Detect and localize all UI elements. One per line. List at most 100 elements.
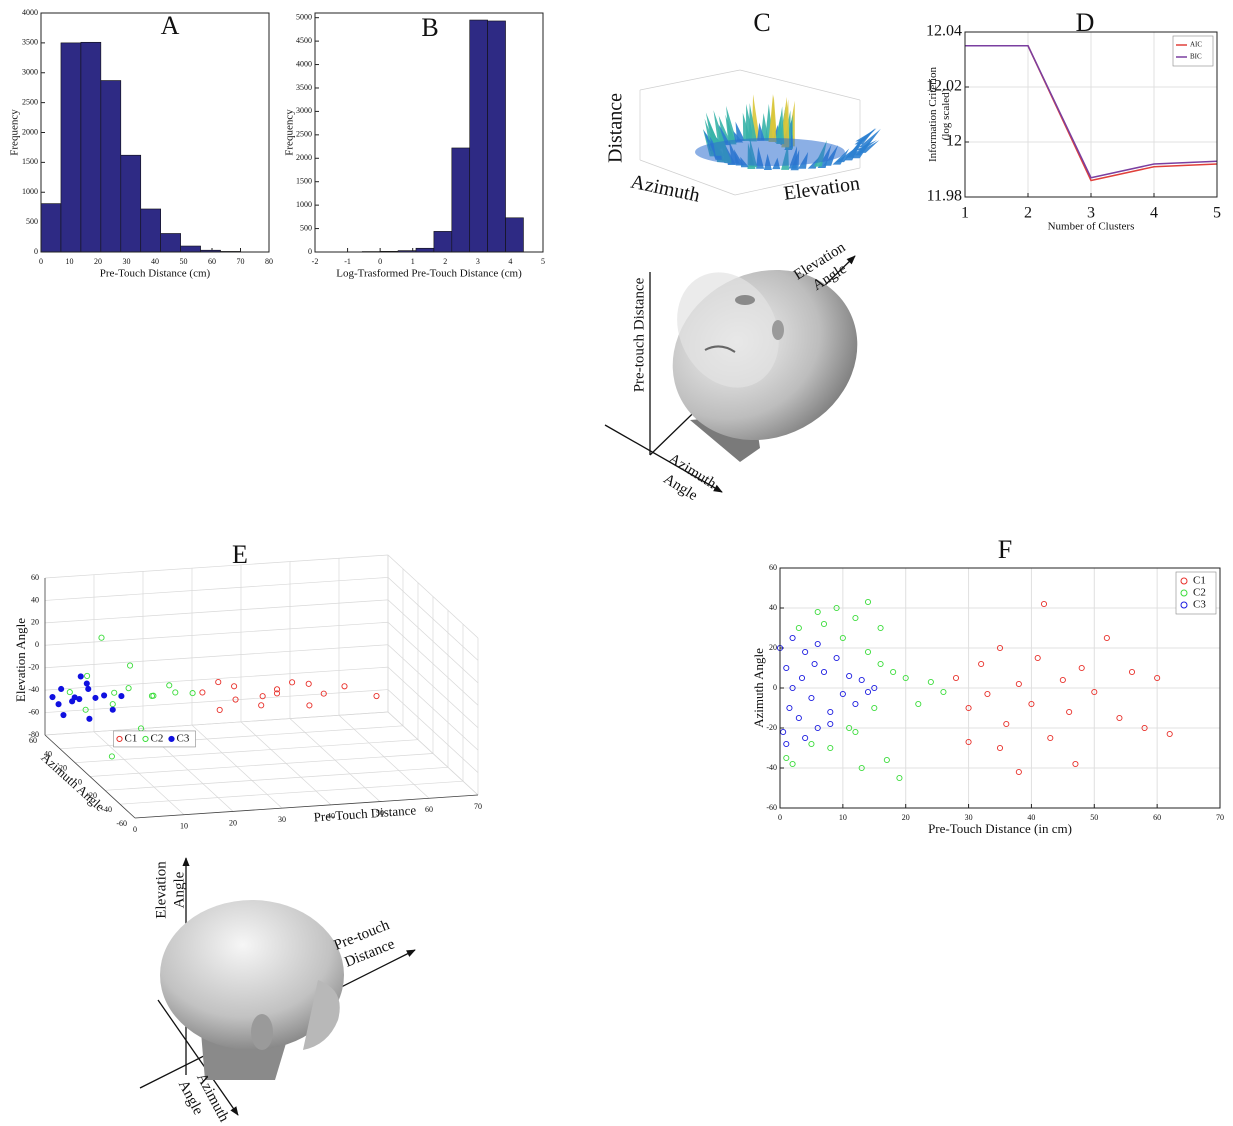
axis-arrow xyxy=(157,999,239,1116)
grid-line xyxy=(59,725,404,750)
legend-label: AIC xyxy=(1190,41,1202,49)
histogram-bar xyxy=(469,19,488,253)
surface-axis xyxy=(639,159,736,196)
panel-title: B xyxy=(421,13,438,42)
y-tick-label: 1000 xyxy=(296,200,312,209)
legend-label: C1 xyxy=(125,732,138,744)
x-tick-label: 30 xyxy=(123,257,131,266)
panel-title: E xyxy=(232,540,248,569)
histogram-bar xyxy=(140,208,162,253)
scatter-point xyxy=(811,660,818,668)
panel-title: A xyxy=(161,11,180,40)
histogram-bar xyxy=(160,233,181,253)
x-tick-label: 10 xyxy=(180,822,188,831)
scatter-point xyxy=(783,740,790,748)
surface-base xyxy=(695,138,845,166)
scatter-point xyxy=(789,760,796,768)
scatter-point xyxy=(69,698,76,705)
x-axis-label: Log-Trasformed Pre-Touch Distance (cm) xyxy=(336,268,522,280)
scatter-point xyxy=(108,753,115,760)
grid-line xyxy=(387,554,479,639)
scatter-point xyxy=(166,682,173,689)
scatter-point xyxy=(864,598,872,606)
scatter-point xyxy=(833,654,840,662)
x-tick-label: 4 xyxy=(508,257,512,266)
y-tick-label: 1500 xyxy=(296,177,312,186)
y-tick-label: 5000 xyxy=(296,13,312,22)
y-axis-label: Azimuth Angle xyxy=(38,750,108,815)
scatter-point xyxy=(1078,664,1085,672)
scatter-point xyxy=(839,634,846,642)
scatter-point xyxy=(820,620,828,628)
surface-axis xyxy=(639,69,741,91)
scatter-point xyxy=(890,668,897,676)
scatter-point xyxy=(259,693,266,700)
axis-label: Pre-touch Distance xyxy=(631,277,647,392)
scatter-point xyxy=(827,744,834,752)
scatter-point xyxy=(76,696,83,703)
y-tick-label: 0 xyxy=(78,777,82,786)
surface-spike xyxy=(713,110,727,148)
x-tick-label: 50 xyxy=(376,808,384,817)
z-tick-label: -40 xyxy=(28,685,39,694)
panel-title: C xyxy=(753,8,770,37)
x-axis-label: Pre-Touch Distance (cm) xyxy=(100,268,211,280)
y-tick-label: 4000 xyxy=(296,59,312,68)
x-tick-label: 50 xyxy=(1090,813,1098,822)
y-tick-label: -20 xyxy=(86,791,97,800)
y-tick-label: -20 xyxy=(766,723,777,732)
x-tick-label: 1 xyxy=(411,257,415,266)
z-tick-label: -60 xyxy=(28,707,39,716)
scatter-point xyxy=(83,680,90,687)
scatter-point xyxy=(1103,634,1110,642)
scatter-point xyxy=(783,664,790,672)
scatter-point xyxy=(978,660,985,668)
grid-line xyxy=(44,666,389,691)
surface-spike xyxy=(852,139,873,156)
y-tick-label: -60 xyxy=(766,803,777,812)
histogram-bar xyxy=(100,80,122,253)
y-axis-label: (log scaled) xyxy=(940,88,952,140)
grid-line xyxy=(44,644,389,669)
surface-spike xyxy=(768,94,777,142)
scatter-point xyxy=(125,685,132,692)
y-tick-label: 12.02 xyxy=(926,78,962,95)
x-tick-label: 40 xyxy=(1027,813,1035,822)
axis-line xyxy=(44,734,136,819)
histogram-bar xyxy=(505,217,524,253)
x-tick-label: 20 xyxy=(94,257,102,266)
scatter-point xyxy=(965,738,972,746)
surface-spike xyxy=(748,103,757,142)
scatter-point xyxy=(940,688,947,696)
surface-spike xyxy=(718,124,731,146)
scatter-point xyxy=(60,711,67,719)
grid-line xyxy=(387,577,479,661)
y-tick-label: 2500 xyxy=(296,130,312,139)
surface-spike xyxy=(855,139,877,150)
y-tick-label: 12.04 xyxy=(926,23,962,40)
x-tick-label: 20 xyxy=(902,813,910,822)
x-tick-label: -2 xyxy=(312,257,319,266)
histogram-bar xyxy=(80,41,102,253)
scatter-point xyxy=(915,700,922,708)
ear xyxy=(251,1014,273,1050)
scatter-point xyxy=(846,672,853,680)
axis-line xyxy=(134,794,479,819)
surface-spike xyxy=(742,112,752,142)
y-axis-label: Frequency xyxy=(9,109,21,156)
surface-spike xyxy=(725,114,737,145)
scatter-point xyxy=(783,754,790,762)
scatter-point xyxy=(871,704,878,712)
scatter-point xyxy=(896,774,903,782)
scatter-point xyxy=(1015,768,1022,776)
scatter-point xyxy=(877,660,884,668)
y-tick-label: 4500 xyxy=(296,36,312,45)
legend-swatch xyxy=(1180,601,1188,609)
legend-box xyxy=(113,730,196,748)
head-illustration-2: Elevation Angle Pre-touch Distance Azimu… xyxy=(139,857,416,1125)
scatter-point xyxy=(1028,700,1035,708)
grid-line xyxy=(387,666,479,751)
legend-swatch xyxy=(1180,577,1188,585)
scatter-point xyxy=(127,662,134,669)
data-line xyxy=(965,45,1218,179)
